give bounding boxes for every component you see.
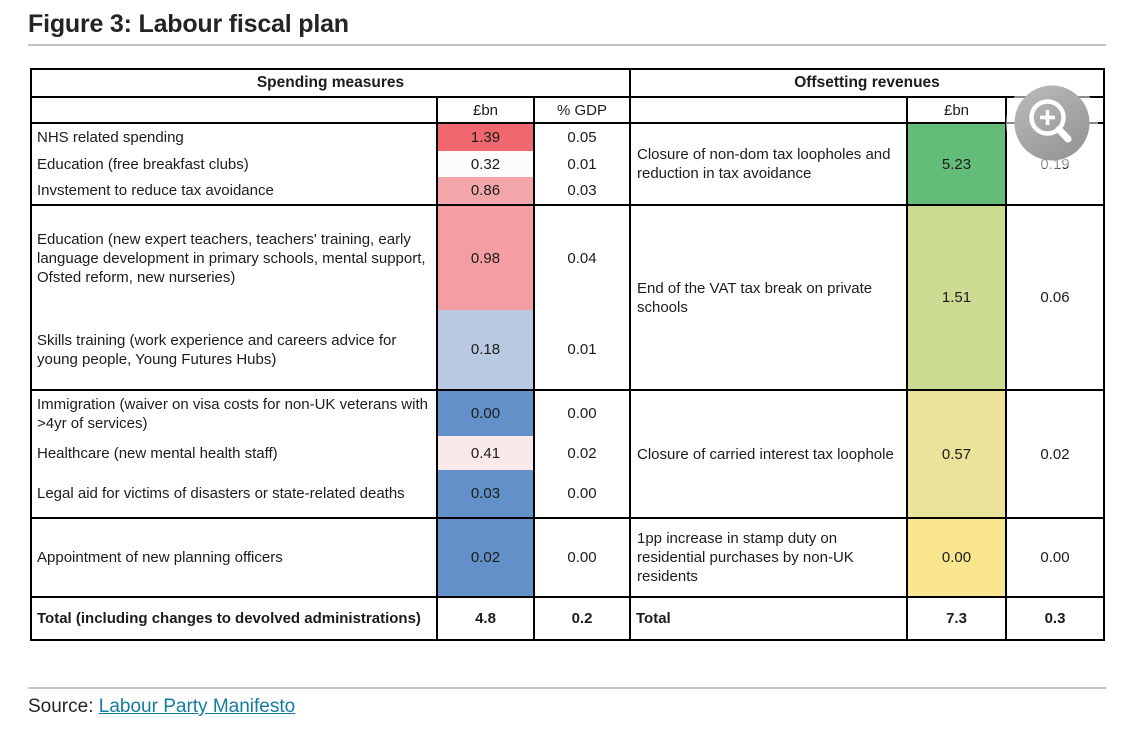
offsetting-row-3-bn: 0.57 [908,391,1007,519]
offsetting-row-2-gdp: 0.06 [1007,206,1103,391]
spending-group-1-bn: 1.39 0.32 0.86 [438,124,535,206]
bn-value-cell: 0.18 [438,310,533,389]
row-label: Appointment of new planning officers [37,549,283,566]
offsetting-row-2-bn: 1.51 [908,206,1007,391]
source-link[interactable]: Labour Party Manifesto [98,696,296,717]
offsetting-row-3-gdp: 0.02 [1007,391,1103,519]
offsetting-label-header-empty [631,98,908,124]
magnifier-plus-icon [1006,77,1098,169]
offsetting-total-gdp: 0.3 [1044,610,1066,627]
row-label: NHS related spending [37,129,184,146]
page-title: Figure 3: Labour fiscal plan [28,10,349,38]
spending-bn-header: £bn [438,98,535,124]
spending-group-1-labels: NHS related spending Education (free bre… [32,124,438,206]
offsetting-section-header: Offsetting revenues [631,70,1103,98]
row-label: Skills training (work experience and car… [37,331,397,368]
bn-value-cell: 0.98 [438,206,533,310]
gdp-value-cell: 0.02 [567,444,597,462]
bn-value-cell: 0.00 [438,391,533,436]
spending-group-4-gdp: 0.00 [535,519,631,598]
offsetting-total-label: Total [631,598,908,639]
spending-section-header: Spending measures [32,70,631,98]
spending-group-3-bn: 0.00 0.41 0.03 [438,391,535,519]
row-label: Invstement to reduce tax avoidance [37,182,274,199]
spending-group-4-bn: 0.02 [438,519,535,598]
bn-value-cell: 0.02 [438,519,533,596]
spending-label-header-empty [32,98,438,124]
spending-group-2-bn: 0.98 0.18 [438,206,535,391]
bn-value-cell: 0.86 [438,177,533,204]
offsetting-row-3-label: Closure of carried interest tax loophole [631,391,908,519]
spending-group-3-labels: Immigration (waiver on visa costs for no… [32,391,438,519]
footer-divider [28,687,1106,689]
offsetting-row-1-label: Closure of non-dom tax loopholes and red… [631,124,908,206]
spending-group-4-labels: Appointment of new planning officers [32,519,438,598]
spending-group-1-gdp: 0.05 0.01 0.03 [535,124,631,206]
offsetting-row-4-bn: 0.00 [908,519,1007,598]
bn-value-cell: 0.41 [438,436,533,470]
offsetting-bn-header: £bn [908,98,1007,124]
zoom-button[interactable] [1005,76,1099,170]
spending-total-label: Total (including changes to devolved adm… [32,598,438,639]
spending-group-2-labels: Education (new expert teachers, teachers… [32,206,438,391]
row-label: Healthcare (new mental health staff) [37,444,278,462]
source-line: Source: Labour Party Manifesto [28,696,295,718]
gdp-value-cell: 0.00 [567,549,597,566]
row-label: Education (free breakfast clubs) [37,155,249,173]
offsetting-total-bn: 7.3 [908,598,1007,639]
spending-gdp-header: % GDP [535,98,631,124]
bn-value-cell: 0.32 [438,151,533,177]
offsetting-row-4-gdp: 0.00 [1007,519,1103,598]
row-label: Immigration (waiver on visa costs for no… [37,395,428,432]
fiscal-plan-table: Spending measures Offsetting revenues £b… [30,68,1105,641]
offsetting-row-4-label: 1pp increase in stamp duty on residentia… [631,519,908,598]
gdp-value-cell: 0.00 [567,485,597,502]
spending-group-3-gdp: 0.00 0.02 0.00 [535,391,631,519]
spending-total-bn: 4.8 [438,598,535,639]
spending-total-gdp: 0.2 [535,598,631,639]
row-label: Education (new expert teachers, teachers… [37,230,426,286]
gdp-value-cell: 0.01 [567,155,597,173]
bn-value-cell: 0.03 [438,470,533,517]
gdp-value-cell: 0.05 [567,129,597,146]
gdp-value-cell: 0.03 [567,182,597,199]
source-prefix: Source: [28,696,94,717]
spending-group-2-gdp: 0.04 0.01 [535,206,631,391]
offsetting-row-1-bn: 5.23 [908,124,1007,206]
gdp-value-cell: 0.01 [567,341,597,358]
title-divider [28,44,1106,46]
offsetting-row-2-label: End of the VAT tax break on private scho… [631,206,908,391]
gdp-value-cell: 0.04 [567,249,597,267]
bn-value-cell: 1.39 [438,124,533,151]
gdp-value-cell: 0.00 [567,405,597,422]
row-label: Legal aid for victims of disasters or st… [37,485,405,502]
